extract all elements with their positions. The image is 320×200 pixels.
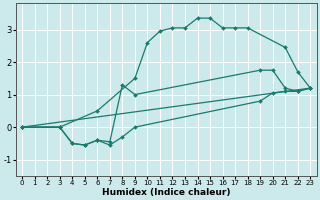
X-axis label: Humidex (Indice chaleur): Humidex (Indice chaleur) [102,188,230,197]
